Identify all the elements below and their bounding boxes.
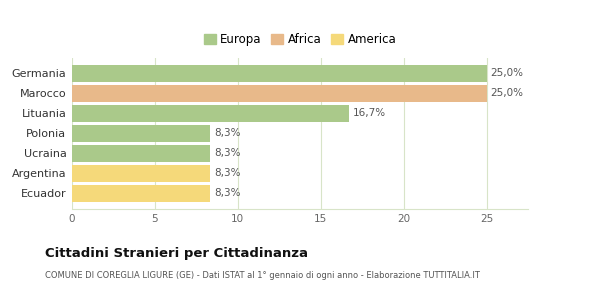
Text: 8,3%: 8,3% bbox=[214, 188, 240, 198]
Legend: Europa, Africa, America: Europa, Africa, America bbox=[202, 31, 398, 48]
Text: Cittadini Stranieri per Cittadinanza: Cittadini Stranieri per Cittadinanza bbox=[45, 247, 308, 260]
Bar bbox=[72, 105, 349, 122]
Bar bbox=[72, 65, 487, 82]
Bar bbox=[72, 125, 209, 142]
Bar bbox=[72, 185, 209, 202]
Text: 25,0%: 25,0% bbox=[491, 68, 524, 78]
Text: 8,3%: 8,3% bbox=[214, 148, 240, 158]
Bar bbox=[72, 145, 209, 162]
Text: 8,3%: 8,3% bbox=[214, 168, 240, 178]
Text: COMUNE DI COREGLIA LIGURE (GE) - Dati ISTAT al 1° gennaio di ogni anno - Elabora: COMUNE DI COREGLIA LIGURE (GE) - Dati IS… bbox=[45, 271, 480, 280]
Text: 16,7%: 16,7% bbox=[353, 108, 386, 118]
Text: 8,3%: 8,3% bbox=[214, 128, 240, 138]
Text: 25,0%: 25,0% bbox=[491, 88, 524, 98]
Bar bbox=[72, 165, 209, 182]
Bar bbox=[72, 85, 487, 102]
